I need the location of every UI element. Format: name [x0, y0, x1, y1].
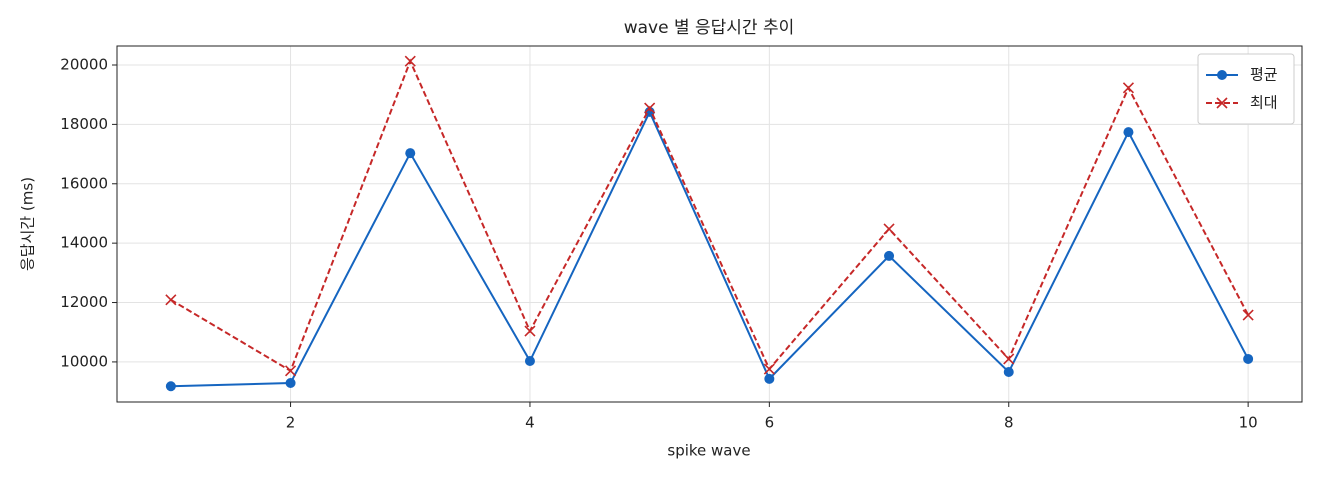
- point: [1122, 82, 1135, 94]
- x-tick-label: 8: [1004, 414, 1014, 432]
- legend-marker: [1217, 70, 1227, 80]
- point: [404, 55, 416, 67]
- point: [644, 102, 656, 114]
- x-tick-label: 2: [286, 414, 296, 432]
- legend-marker: [1216, 97, 1228, 109]
- series-line: [170, 109, 1250, 388]
- point: [524, 356, 535, 367]
- point: [1243, 353, 1254, 364]
- x-tick-label: 4: [525, 414, 535, 432]
- point: [285, 377, 296, 388]
- legend-label: 최대: [1250, 94, 1278, 112]
- plot-frame: [116, 45, 1303, 403]
- y-tick-label: 16000: [60, 174, 108, 192]
- x-axis-label: spike wave: [667, 442, 750, 460]
- chart-title: wave 별 응답시간 추이: [624, 18, 795, 38]
- y-tick-label: 18000: [60, 115, 108, 133]
- series-line: [170, 58, 1250, 373]
- point: [763, 363, 775, 375]
- y-tick-label: 20000: [60, 56, 108, 74]
- point: [165, 381, 176, 392]
- point: [1003, 353, 1015, 365]
- point: [1123, 127, 1134, 138]
- point: [165, 294, 177, 306]
- point: [524, 325, 536, 337]
- y-axis-label: 응답시간 (ms): [19, 177, 37, 271]
- x-tick-label: 10: [1239, 414, 1258, 432]
- y-tick-label: 12000: [60, 293, 108, 311]
- y-tick-label: 14000: [60, 234, 108, 252]
- point: [1003, 367, 1014, 378]
- point: [1242, 309, 1254, 321]
- point: [764, 373, 775, 384]
- x-tick-label: 6: [765, 414, 775, 432]
- point: [284, 365, 297, 377]
- point: [883, 223, 895, 235]
- point: [405, 148, 416, 159]
- point: [884, 250, 895, 261]
- legend-box: [1197, 53, 1295, 125]
- y-tick-label: 10000: [60, 352, 108, 370]
- legend-label: 평균: [1250, 66, 1278, 84]
